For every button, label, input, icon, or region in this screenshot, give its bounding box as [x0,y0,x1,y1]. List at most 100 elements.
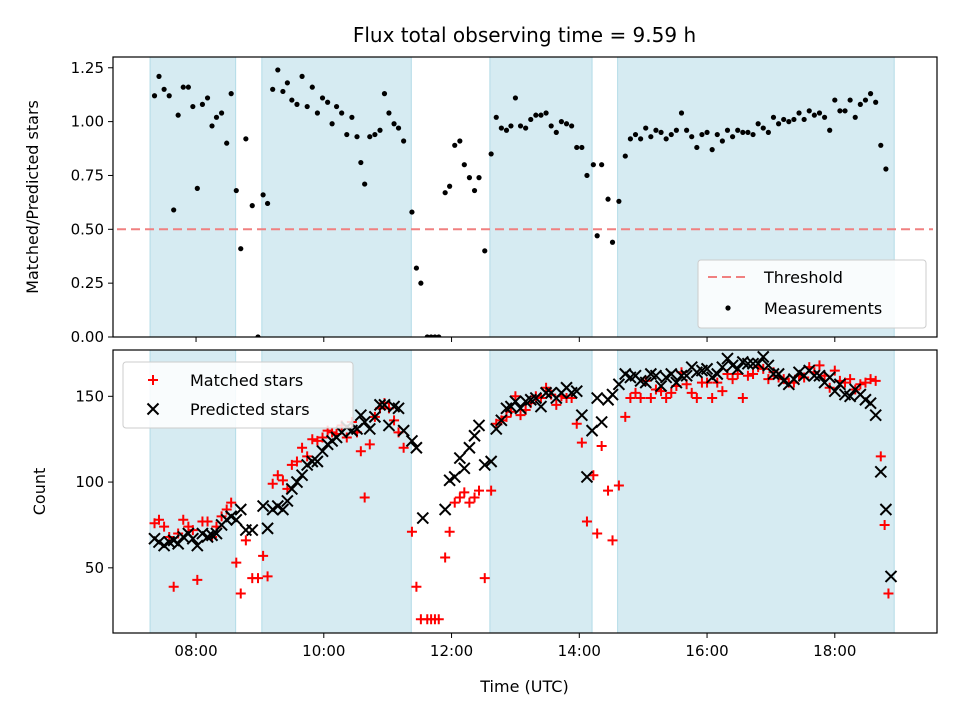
matched-star-point [686,387,697,398]
matched-star-point [603,485,614,496]
matched-star-point [474,485,485,496]
observing-span [149,57,237,337]
measurement-point [740,129,746,135]
measurement-point [594,233,600,239]
legend-box [122,361,354,429]
top-axes-frame [112,56,938,338]
measurement-point [358,159,364,166]
predicted-star-point [354,408,368,422]
predicted-star-point [490,422,503,436]
measurement-point [436,334,442,337]
matched-star-point [267,478,278,489]
predicted-star-point [700,362,714,376]
measurement-point [832,97,838,103]
measurement-point [533,112,539,118]
predicted-star-point [654,379,668,393]
measurement-point [329,121,335,127]
measurement-point [816,110,823,116]
matched-star-point [748,369,759,380]
matched-star-point [650,384,661,395]
matched-star-point [192,574,203,585]
matched-star-point [312,435,323,446]
predicted-star-point [884,570,898,583]
measurement-point [781,116,787,123]
measurement-point [714,131,720,138]
measurement-point [289,97,295,103]
predicted-star-point [210,527,223,540]
predicted-star-point [612,378,626,391]
measurement-point [622,153,628,159]
predicted-star-point [285,482,299,496]
measurement-point [190,103,196,110]
matched-star-point [444,526,455,537]
matched-star-point [630,387,641,398]
matched-star-point [596,441,607,452]
y-tick-label: 150 [75,387,104,405]
matched-star-point [875,451,886,462]
matched-star-point [272,470,283,481]
measurement-point [424,334,430,337]
measurement-point [873,99,879,105]
predicted-star-point [864,396,877,410]
measurement-point [786,119,792,125]
measurement-point [584,172,590,179]
predicted-star-point [823,371,836,384]
measurement-point [180,84,186,90]
measurement-point [238,246,244,252]
matched-star-point [235,588,246,599]
measurement-point [548,123,554,129]
matched-star-point [870,375,881,386]
measurement-point [260,192,266,198]
matched-star-point [258,550,269,561]
measurement-point [194,185,200,191]
predicted-star-point [230,513,243,527]
measurement-point [493,114,499,120]
matched-star-point [576,437,587,448]
matched-star-point [486,485,497,496]
measurement-point [867,91,874,97]
measurement-point [821,114,828,120]
measurement-point [638,136,644,142]
measurement-point [233,187,239,194]
y-tick-label: 0.50 [71,220,104,238]
measurement-point [543,110,549,116]
predicted-star-point [463,441,476,454]
measurement-point [684,127,690,133]
measurement-point [209,123,215,129]
measurement-point [801,116,807,123]
predicted-star-point [731,362,744,376]
predicted-star-point [363,422,376,436]
predicted-star-point [746,357,760,370]
predicted-star-point [405,434,419,448]
measurement-point [689,134,695,140]
y-tick-label: 100 [75,473,104,491]
matched-star-point [454,492,465,503]
measurement-point [255,334,261,337]
measurement-point [796,110,802,116]
measurement-point [339,110,345,116]
legend-predicted-label: Predicted stars [190,400,310,419]
predicted-star-point [751,357,765,370]
measurement-point [314,110,321,116]
x-tick-label: 10:00 [302,642,345,660]
measurement-point [304,103,310,110]
measurement-point [461,162,467,168]
measurement-point [523,125,529,131]
matched-star-point [515,410,526,421]
matched-star-point [291,456,302,467]
measurement-point [806,108,812,114]
measurement-point [553,129,559,135]
measurement-point [349,114,355,120]
matched-star-point [845,374,856,385]
measurement-point [827,127,833,133]
predicted-star-point [741,357,755,370]
measurement-point [466,175,473,181]
measurement-point [488,151,494,157]
matched-star-point [691,393,702,404]
measurement-point [452,142,458,148]
measurement-point [249,203,255,209]
measurement-point [395,125,402,131]
measurement-point [476,175,482,181]
measurement-point [264,200,271,207]
